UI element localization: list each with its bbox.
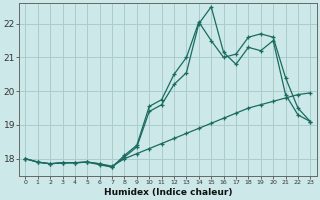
X-axis label: Humidex (Indice chaleur): Humidex (Indice chaleur) (104, 188, 232, 197)
